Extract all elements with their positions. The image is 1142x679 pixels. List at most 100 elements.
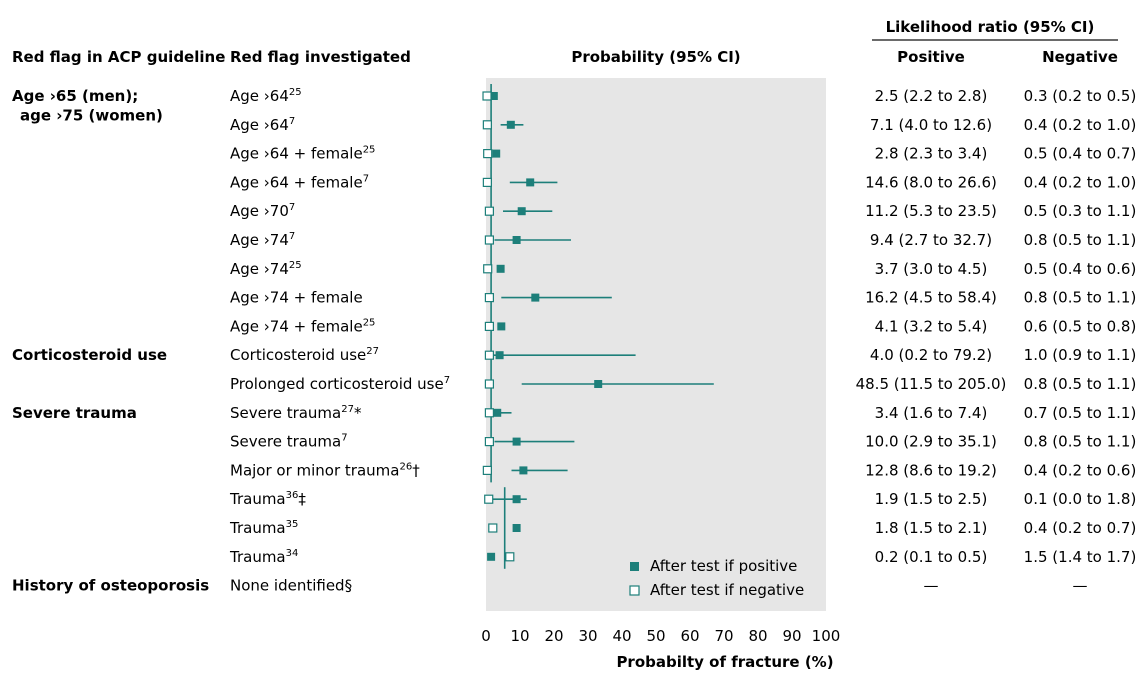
marker-negative-14	[484, 494, 494, 504]
legend-label-positive: After test if positive	[650, 557, 797, 575]
marker-positive-11	[493, 408, 502, 417]
header-flag-col: Red flag investigated	[230, 48, 411, 66]
legend-swatch-positive	[630, 562, 639, 571]
lr-positive-value: 2.5 (2.2 to 2.8)	[875, 87, 988, 105]
lr-negative-value: 0.5 (0.4 to 0.7)	[1024, 145, 1137, 163]
marker-positive-1	[506, 120, 515, 129]
lr-positive-value: 1.9 (1.5 to 2.5)	[875, 490, 988, 508]
marker-negative-3	[482, 177, 492, 187]
header-lr-negative: Negative	[1042, 48, 1118, 66]
lr-positive-value: 3.4 (1.6 to 7.4)	[875, 404, 988, 422]
group-label-3: History of osteoporosis	[12, 577, 209, 595]
marker-positive-14	[512, 495, 521, 504]
lr-negative-value: 0.4 (0.2 to 0.6)	[1024, 461, 1137, 479]
lr-negative-value: 0.6 (0.5 to 0.8)	[1024, 317, 1137, 335]
marker-positive-9	[495, 351, 504, 360]
x-tick-label: 70	[714, 627, 733, 645]
marker-negative-0	[482, 91, 492, 101]
lr-negative-value: 0.4 (0.2 to 0.7)	[1024, 519, 1137, 537]
lr-negative-value: 1.5 (1.4 to 1.7)	[1024, 548, 1137, 566]
marker-negative-9	[484, 350, 494, 360]
lr-negative-value: 0.4 (0.2 to 1.0)	[1024, 173, 1137, 191]
lr-positive-value: 3.7 (3.0 to 4.5)	[875, 260, 988, 278]
x-tick-label: 80	[748, 627, 767, 645]
group-label-0: Age ›65 (men);	[12, 87, 138, 105]
marker-negative-5	[484, 235, 494, 245]
row-label: Age ›74 + female25	[230, 317, 375, 335]
lr-positive-value: 4.0 (0.2 to 79.2)	[870, 346, 992, 364]
legend: After test if positive After test if nega…	[629, 557, 804, 599]
row-label: Age ›707	[230, 202, 295, 220]
x-tick-label: 90	[782, 627, 801, 645]
lr-negative-value: 0.4 (0.2 to 1.0)	[1024, 116, 1137, 134]
legend-swatch-negative	[629, 585, 640, 596]
marker-negative-12	[484, 437, 494, 447]
row-label: Severe trauma7	[230, 433, 348, 451]
lr-negative-value: 0.7 (0.5 to 1.1)	[1024, 404, 1137, 422]
row-label: Prolonged corticosteroid use7	[230, 375, 450, 393]
legend-label-negative: After test if negative	[650, 581, 804, 599]
lr-positive-value: 7.1 (4.0 to 12.6)	[870, 116, 992, 134]
row-label: None identified§	[230, 577, 352, 595]
marker-negative-8	[484, 321, 494, 331]
lr-negative-value: 0.5 (0.4 to 0.6)	[1024, 260, 1137, 278]
marker-negative-4	[484, 206, 494, 216]
row-label: Age ›74 + female	[230, 289, 363, 307]
group-label-1: Corticosteroid use	[12, 346, 167, 364]
lr-negative-value: 0.8 (0.5 to 1.1)	[1024, 433, 1137, 451]
x-tick-label: 30	[578, 627, 597, 645]
x-tick-label: 10	[510, 627, 529, 645]
row-label: Trauma35	[229, 519, 298, 537]
x-tick-label: 100	[812, 627, 841, 645]
x-tick-label: 0	[481, 627, 491, 645]
lr-positive-value: 2.8 (2.3 to 3.4)	[875, 145, 988, 163]
lr-positive-value: 12.8 (8.6 to 19.2)	[865, 461, 997, 479]
marker-negative-16	[505, 552, 515, 562]
marker-positive-16	[487, 552, 496, 561]
markers	[482, 91, 603, 562]
marker-negative-10	[484, 379, 494, 389]
header-prob-col: Probability (95% CI)	[571, 48, 740, 66]
lr-positive-value: 48.5 (11.5 to 205.0)	[856, 375, 1007, 393]
group-label-0-line2: age ›75 (women)	[20, 107, 163, 125]
row-label: Age ›64 + female7	[230, 173, 369, 191]
marker-negative-13	[482, 465, 492, 475]
lr-positive-value: 10.0 (2.9 to 35.1)	[865, 433, 997, 451]
group-labels: Age ›65 (men); age ›75 (women) Corticoster…	[12, 87, 209, 595]
row-label: Age ›6425	[230, 87, 302, 105]
row-label: Age ›647	[230, 116, 295, 134]
lr-positive-value: 4.1 (3.2 to 5.4)	[875, 317, 988, 335]
lr-values: 2.5 (2.2 to 2.8) 0.3 (0.2 to 0.5) 7.1 (4.0…	[856, 87, 1137, 595]
x-axis: 0 10 20 30 40 50 60 70 80 90 100	[481, 627, 840, 645]
marker-negative-6	[483, 264, 493, 274]
lr-positive-value: 16.2 (4.5 to 58.4)	[865, 289, 997, 307]
plot-panel	[486, 78, 826, 611]
lr-positive-value: 9.4 (2.7 to 32.7)	[870, 231, 992, 249]
marker-positive-12	[512, 437, 521, 446]
x-tick-label: 40	[612, 627, 631, 645]
marker-positive-7	[531, 293, 540, 302]
marker-negative-15	[488, 523, 498, 533]
lr-negative-value: 0.5 (0.3 to 1.1)	[1024, 202, 1137, 220]
lr-positive-value: 0.2 (0.1 to 0.5)	[875, 548, 988, 566]
header-group-col: Red flag in ACP guideline	[12, 48, 225, 66]
row-label: Trauma34	[229, 548, 298, 566]
lr-negative-value: —	[1073, 577, 1088, 595]
lr-negative-value: 0.1 (0.0 to 1.8)	[1024, 490, 1137, 508]
marker-positive-10	[594, 380, 603, 388]
marker-positive-8	[497, 322, 506, 331]
group-label-2: Severe trauma	[12, 404, 137, 422]
lr-negative-value: 0.8 (0.5 to 1.1)	[1024, 289, 1137, 307]
row-label: Age ›747	[230, 231, 295, 249]
lr-positive-value: 1.8 (1.5 to 2.1)	[875, 519, 988, 537]
marker-negative-1	[482, 120, 492, 130]
marker-negative-11	[484, 408, 494, 418]
lr-negative-value: 0.8 (0.5 to 1.1)	[1024, 231, 1137, 249]
marker-positive-2	[492, 149, 501, 158]
row-label: Age ›64 + female25	[230, 145, 375, 163]
row-label: Trauma36‡	[229, 490, 306, 508]
marker-positive-15	[512, 524, 521, 532]
x-tick-label: 20	[544, 627, 563, 645]
